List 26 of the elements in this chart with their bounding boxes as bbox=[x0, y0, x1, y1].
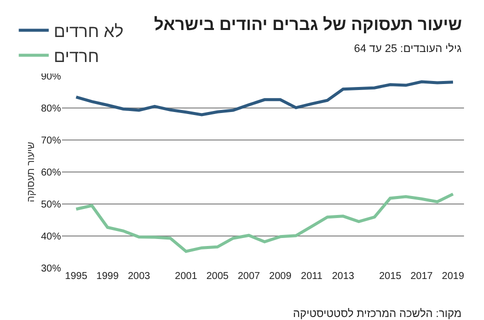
x-tick-label: 2003 bbox=[128, 271, 151, 282]
y-tick-label: 80% bbox=[40, 104, 62, 114]
x-tick-label: 2011 bbox=[300, 271, 323, 282]
x-tick-label: 2017 bbox=[410, 271, 434, 282]
line-series bbox=[74, 80, 455, 116]
x-tick-label: 2009 bbox=[269, 271, 292, 282]
y-tick-label: 30% bbox=[40, 264, 62, 274]
line-series bbox=[74, 192, 455, 253]
text: מקור: הלשכה המרכזית לסטטיסטיקה bbox=[293, 308, 462, 320]
chart-title: שיעור תעסוקה של גברים יהודים בישראל bbox=[154, 15, 462, 34]
x-tick-label: 2019 bbox=[442, 271, 465, 282]
y-tick-label: 50% bbox=[40, 200, 62, 210]
x-tick-label: 2007 bbox=[238, 271, 260, 282]
chart-subtitle: גילי העובדים: 25 עד 64 bbox=[354, 43, 462, 55]
x-tick-label: 1995 bbox=[65, 271, 88, 282]
x-tick-label: 2001 bbox=[174, 271, 198, 282]
legend-label: חרדים bbox=[54, 46, 100, 66]
y-tick-label: 60% bbox=[40, 168, 62, 178]
x-tick-label: 2013 bbox=[332, 271, 355, 282]
x-tick-label: 1999 bbox=[96, 271, 120, 282]
y-axis-title: שיעור תעסוקה bbox=[26, 142, 37, 202]
legend-label: לא חרדים bbox=[54, 22, 124, 41]
y-tick-label: 40% bbox=[40, 232, 62, 242]
x-tick-label: 2005 bbox=[206, 271, 230, 282]
x-tick-label: 2015 bbox=[379, 271, 402, 282]
y-tick-label: 70% bbox=[40, 136, 62, 146]
